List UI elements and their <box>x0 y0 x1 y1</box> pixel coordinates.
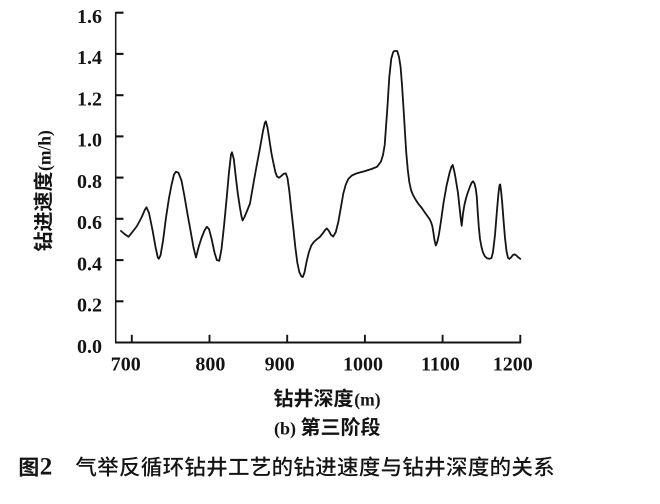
svg-text:800: 800 <box>195 354 225 376</box>
svg-text:0.2: 0.2 <box>77 295 102 317</box>
svg-text:1.4: 1.4 <box>77 47 102 69</box>
svg-text:1100: 1100 <box>421 354 460 376</box>
svg-text:0.0: 0.0 <box>77 336 102 358</box>
svg-text:0.4: 0.4 <box>77 253 102 275</box>
svg-text:1.0: 1.0 <box>77 130 102 152</box>
svg-text:1.2: 1.2 <box>77 88 102 110</box>
svg-text:900: 900 <box>265 354 295 376</box>
svg-text:(m/h): (m/h) <box>35 130 55 171</box>
svg-text:1000: 1000 <box>343 354 383 376</box>
svg-text:700: 700 <box>111 354 141 376</box>
svg-text:0.8: 0.8 <box>77 171 102 193</box>
svg-text:1200: 1200 <box>493 354 533 376</box>
svg-text:0.6: 0.6 <box>77 212 102 234</box>
svg-text:(m): (m) <box>354 390 380 410</box>
svg-text:1.6: 1.6 <box>77 6 102 28</box>
svg-text:2: 2 <box>40 454 53 481</box>
svg-text:(b): (b) <box>274 418 296 439</box>
